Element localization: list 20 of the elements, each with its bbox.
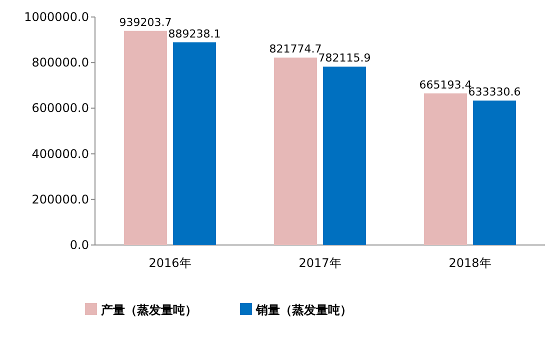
x-tick-label: 2016年 [148, 256, 192, 270]
bar [124, 30, 167, 245]
y-tick-label: 200000.0 [32, 192, 89, 206]
x-tick-label: 2017年 [298, 256, 342, 270]
y-tick-label: 1000000.0 [24, 10, 89, 24]
data-label: 633330.6 [468, 86, 521, 99]
x-tick-label: 2018年 [448, 256, 492, 270]
legend-label: 产量（蒸发量吨） [100, 303, 197, 317]
y-tick-label: 800000.0 [32, 56, 89, 70]
bar [173, 42, 216, 245]
y-tick-label: 400000.0 [32, 146, 89, 161]
bar [424, 93, 467, 245]
y-tick-label: 600000.0 [32, 101, 89, 116]
y-tick-label: 0.0 [70, 238, 89, 252]
bar [274, 58, 317, 245]
bar [323, 66, 366, 245]
data-label: 939203.7 [119, 16, 172, 29]
data-label: 889238.1 [168, 27, 221, 40]
bar [473, 100, 516, 245]
legend-label: 销量（蒸发量吨） [255, 303, 352, 317]
